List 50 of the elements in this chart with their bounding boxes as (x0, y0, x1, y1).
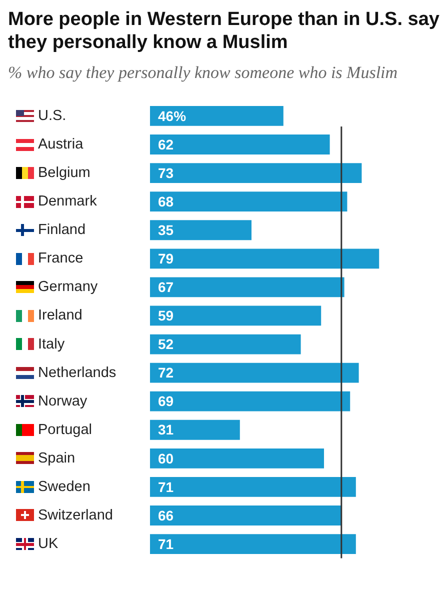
bar (150, 192, 348, 212)
y-tick-label: Germany (38, 279, 98, 296)
y-tick-label: UK (38, 536, 58, 552)
bar (150, 306, 322, 326)
data-label: 62 (158, 136, 174, 152)
data-label: 79 (158, 250, 174, 267)
y-tick-label: Portugal (38, 422, 92, 438)
y-tick-label: France (38, 250, 84, 267)
data-label: 69 (158, 393, 174, 410)
y-tick-label: Finland (38, 222, 86, 238)
data-label: 68 (158, 193, 174, 210)
bar (150, 134, 330, 154)
data-label: 72 (158, 364, 174, 381)
bar (150, 534, 356, 554)
bar (150, 448, 324, 468)
y-tick-label: Switzerland (38, 507, 113, 524)
y-tick-label: Austria (38, 136, 84, 153)
data-label: 52 (158, 336, 174, 352)
bar (150, 106, 284, 126)
chart-title: More people in Western Europe than in U.S. say they personally know a Muslim (8, 8, 440, 54)
y-tick-label: Norway (38, 393, 88, 410)
y-tick-label: Sweden (38, 478, 90, 495)
bar (150, 220, 252, 240)
data-label: 71 (158, 536, 174, 552)
data-label: 73 (158, 164, 174, 181)
y-tick-label: Spain (38, 450, 76, 466)
chart-subtitle: % who say they personally know someone who is Muslim (8, 62, 399, 84)
bar (150, 277, 344, 298)
y-tick-label: Denmark (38, 194, 98, 210)
data-label: 71 (158, 478, 174, 495)
bar (150, 362, 359, 383)
y-tick-label: U.S. (38, 108, 66, 124)
bar (150, 506, 342, 526)
bar (150, 391, 350, 412)
bar (150, 248, 380, 269)
data-label: 59 (158, 308, 174, 324)
data-label: 35 (158, 222, 174, 238)
data-label: 67 (158, 279, 174, 296)
bar (150, 420, 240, 440)
y-tick-label: Belgium (38, 165, 90, 182)
data-label: 46% (158, 108, 187, 124)
bar (150, 163, 362, 183)
y-tick-label: Ireland (38, 308, 82, 324)
data-label: 60 (158, 450, 174, 466)
bar (150, 477, 356, 497)
data-label: 31 (158, 422, 174, 438)
data-label: 66 (158, 507, 174, 524)
y-tick-label: Netherlands (38, 364, 116, 381)
y-tick-label: Italy (38, 336, 66, 352)
bar (150, 334, 301, 354)
